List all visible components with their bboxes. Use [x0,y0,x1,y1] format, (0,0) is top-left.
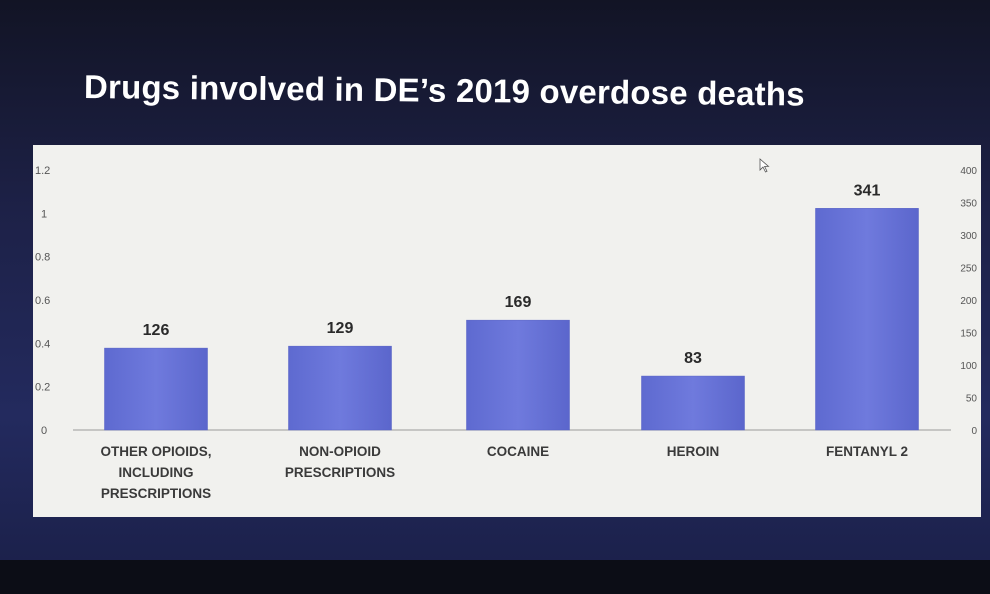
category-label: INCLUDING [119,465,194,480]
left-axis: 0 0.2 0.4 0.6 0.8 1 1.2 [35,165,50,437]
right-axis-tick-label: 0 [971,426,977,437]
slide-title: Drugs involved in DE’s 2019 overdose dea… [83,68,805,113]
data-label: 341 [854,182,881,199]
right-axis-tick-label: 400 [960,166,977,177]
right-axis-tick-label: 100 [960,361,977,372]
chart-panel: 0 0.2 0.4 0.6 0.8 1 1.2 0 50 100 150 200 250 300 350 4… [33,145,981,517]
data-label: 83 [684,350,702,367]
bar [641,375,745,431]
bar [104,347,208,431]
data-label: 169 [505,294,532,311]
category-label: HEROIN [667,444,720,459]
category-label: OTHER OPIOIDS, [100,444,211,459]
mouse-cursor-icon [759,158,770,173]
data-labels: 126 129 169 83 341 [143,182,881,367]
left-axis-tick-label: 0.8 [35,252,50,264]
left-axis-tick-label: 0.2 [35,382,50,394]
data-label: 129 [327,320,354,337]
category-label: PRESCRIPTIONS [101,486,211,501]
bar-chart: 0 0.2 0.4 0.6 0.8 1 1.2 0 50 100 150 200 250 300 350 4… [35,158,977,501]
right-axis-tick-label: 300 [960,231,977,242]
screen-bottom-edge [0,560,990,594]
right-axis-tick-label: 200 [960,296,977,307]
category-labels: OTHER OPIOIDS, INCLUDING PRESCRIPTIONS NON-… [100,444,908,501]
category-label: FENTANYL 2 [826,444,908,459]
left-axis-tick-label: 0.6 [35,295,50,307]
right-axis-tick-label: 350 [960,199,977,210]
left-axis-tick-label: 0.4 [35,338,50,350]
category-label: PRESCRIPTIONS [285,465,395,480]
bar [815,208,919,431]
left-axis-tick-label: 0 [41,425,47,437]
right-axis-tick-label: 150 [960,329,977,340]
right-axis-tick-label: 50 [966,394,978,405]
left-axis-tick-label: 1.2 [35,165,50,177]
bar [288,345,392,431]
bars [104,208,919,431]
data-label: 126 [143,322,170,339]
left-axis-tick-label: 1 [41,208,47,220]
category-label: NON-OPIOID [299,444,381,459]
right-axis-tick-label: 250 [960,264,977,275]
category-label: COCAINE [487,444,549,459]
right-axis: 0 50 100 150 200 250 300 350 400 [960,166,977,437]
bar [466,319,570,431]
